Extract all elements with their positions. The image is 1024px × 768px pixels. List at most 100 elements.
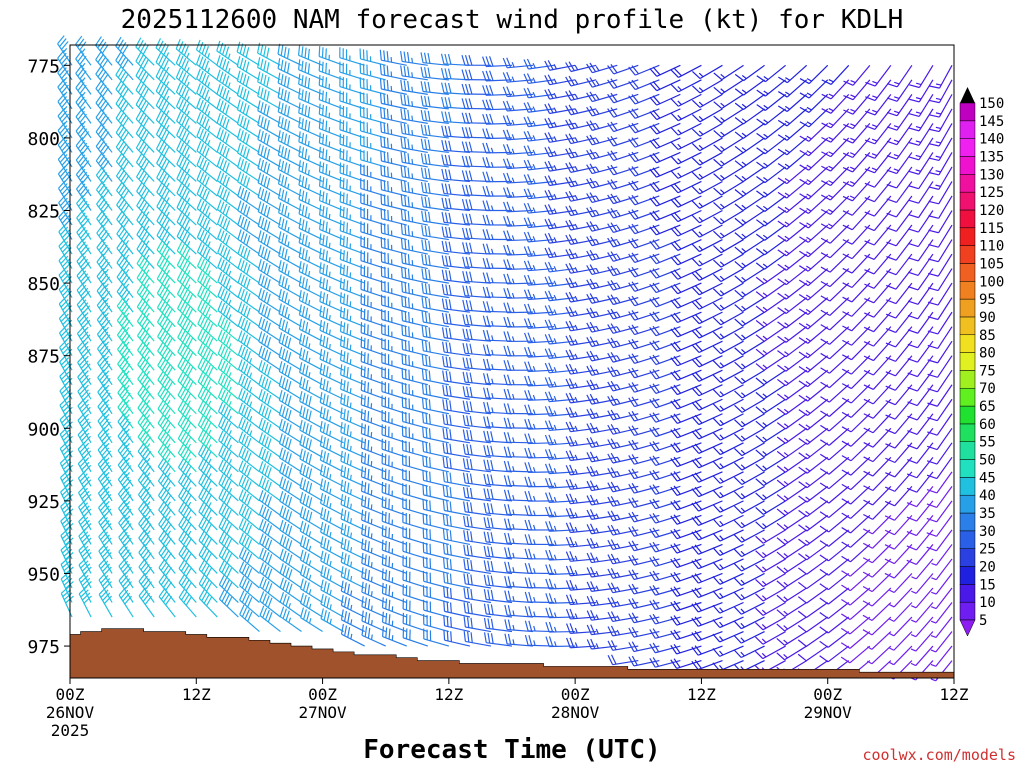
barb-flag [77,38,85,48]
barb-flag [464,55,470,66]
barb-flag [156,197,163,207]
wind-barb [177,414,197,444]
barb-flag [360,351,363,362]
barb-flag [99,459,108,468]
barb-staff [95,88,113,110]
barb-flag [77,67,85,77]
barb-flag [79,429,88,439]
barb-flag [424,182,428,193]
barb-flag [80,287,89,297]
barb-flag [282,478,287,489]
wind-barb [178,530,197,560]
barb-flag [448,241,452,253]
barb-staff [136,176,155,197]
wind-barb [117,441,134,473]
barb-flag [158,587,166,597]
barb-flag [245,162,250,174]
barb-flag [121,447,130,457]
barb-flag [425,514,428,525]
barb-flag [347,598,351,609]
barb-flag [322,350,326,361]
wind-barb [320,536,344,560]
wind-barb [118,586,134,618]
barb-flag [76,194,84,204]
barb-flag [421,397,425,409]
barb-flag [142,534,150,545]
barb-flag [183,564,190,575]
barb-flag [385,569,387,581]
barb-flag [164,378,171,389]
barb-flag [118,300,126,310]
wind-barb [320,593,344,618]
wind-barb [257,259,281,284]
barb-flag [260,188,265,200]
barb-flag [98,212,106,222]
wind-barb [135,37,155,66]
barb-half-flag [249,372,253,378]
barb-flag [100,273,108,283]
barb-flag [164,306,171,316]
barb-flag [267,583,273,594]
barb-flag [202,246,208,257]
barb-flag [241,491,247,502]
barb-flag [116,326,125,336]
barb-flag [323,610,327,621]
barb-half-flag [146,414,151,420]
barb-flag [61,429,70,438]
wind-barb [401,281,428,299]
barb-flag [322,422,326,433]
wind-barb [158,573,176,603]
wind-barb [177,443,197,473]
barb-flag [223,449,229,460]
barb-flag [260,145,264,156]
barb-flag [264,421,269,433]
barb-flag [326,554,330,565]
barb-half-flag [207,212,211,218]
barb-flag [262,578,267,590]
barb-flag [184,175,190,186]
barb-flag [305,423,309,434]
wind-barb [340,595,365,618]
barb-flag [468,184,473,196]
barb-half-flag [370,619,373,626]
barb-flag [79,473,88,482]
barb-flag [243,204,248,215]
barb-flag [238,416,244,428]
barb-flag [246,235,251,246]
barb-flag [180,547,188,558]
barb-flag [280,160,285,172]
barb-staff [298,256,323,270]
wind-barb [178,573,197,603]
barb-flag [78,557,87,566]
wind-barb [258,446,281,473]
barb-flag [319,392,323,403]
barb-flag [367,396,370,408]
barb-flag [124,523,132,532]
barb-flag [164,523,172,533]
barb-staff [136,320,155,342]
barb-flag [155,38,162,49]
barb-flag [99,357,107,367]
barb-flag [305,538,310,550]
barb-flag [441,168,445,180]
barb-flag [266,105,270,116]
barb-half-flag [146,457,151,463]
barb-staff [156,278,176,299]
barb-flag [340,436,343,447]
barb-staff [156,134,176,153]
barb-flag [257,71,261,82]
wind-barb [196,68,218,95]
barb-flag [60,357,70,366]
barb-flag [62,316,71,325]
wind-barb [136,268,155,299]
barb-flag [78,484,87,494]
barb-flag [159,344,166,354]
barb-flag [122,204,130,214]
barb-flag [204,118,210,129]
barb-flag [322,436,326,448]
barb-half-flag [307,213,310,219]
barb-flag [119,328,127,339]
barb-half-flag [186,168,191,174]
barb-flag [325,62,327,74]
barb-staff [340,489,365,502]
